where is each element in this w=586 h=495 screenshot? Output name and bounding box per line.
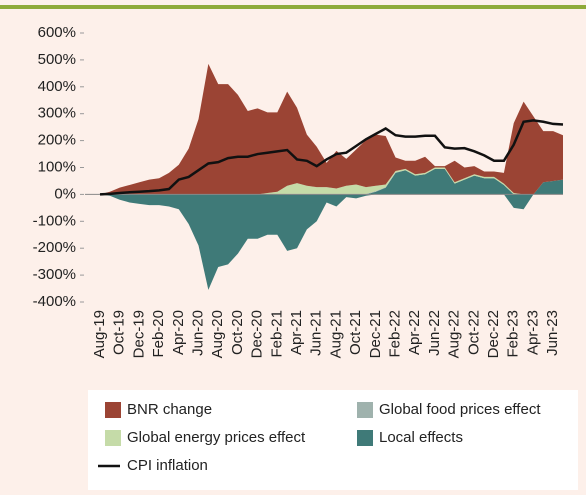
x-tick-label: Aug-22 bbox=[446, 310, 463, 358]
legend-swatch bbox=[357, 430, 373, 446]
top-bar bbox=[0, 5, 586, 9]
y-tick-label: 0% bbox=[54, 185, 76, 202]
x-tick-label: Feb-20 bbox=[150, 310, 167, 358]
x-tick-label: Dec-21 bbox=[367, 310, 384, 358]
legend-label: Global food prices effect bbox=[379, 401, 541, 418]
area bbox=[100, 167, 563, 195]
x-tick-label: Dec-19 bbox=[130, 310, 147, 358]
legend-swatch bbox=[357, 402, 373, 418]
x-tick-label: Feb-22 bbox=[387, 310, 404, 358]
x-tick-label: Jun-23 bbox=[544, 310, 561, 356]
legend-label: CPI inflation bbox=[127, 457, 208, 474]
x-tick-label: Aug-20 bbox=[209, 310, 226, 358]
y-tick-label: -300% bbox=[33, 266, 76, 283]
x-tick-label: Apr-22 bbox=[406, 310, 423, 355]
x-tick-label: Aug-19 bbox=[91, 310, 108, 358]
y-tick-label: 200% bbox=[38, 132, 76, 149]
y-tick-label: -200% bbox=[33, 239, 76, 256]
y-tick-label: 600% bbox=[38, 24, 76, 41]
legend-label: BNR change bbox=[127, 401, 212, 418]
x-tick-label: Oct-19 bbox=[111, 310, 128, 355]
cpi-line bbox=[99, 119, 564, 196]
x-tick-label: Feb-23 bbox=[505, 310, 522, 358]
x-tick-label: Jun-22 bbox=[426, 310, 443, 356]
y-tick-label: 400% bbox=[38, 78, 76, 95]
x-tick-label: Oct-21 bbox=[347, 310, 364, 355]
legend-swatch bbox=[105, 402, 121, 418]
y-tick-label: 300% bbox=[38, 105, 76, 122]
legend-box bbox=[88, 390, 578, 490]
x-tick-label: Feb-21 bbox=[268, 310, 285, 358]
x-tick-label: Dec-20 bbox=[249, 310, 266, 358]
x-tick-label: Dec-22 bbox=[485, 310, 502, 358]
y-tick-label: 500% bbox=[38, 51, 76, 68]
x-tick-label: Oct-20 bbox=[229, 310, 246, 355]
legend-swatch bbox=[105, 430, 121, 446]
x-tick-label: Jun-21 bbox=[308, 310, 325, 356]
y-tick-label: 100% bbox=[38, 158, 76, 175]
x-tick-label: Jun-20 bbox=[189, 310, 206, 356]
area bbox=[100, 168, 563, 290]
x-tick-label: Oct-22 bbox=[465, 310, 482, 355]
y-tick-label: -400% bbox=[33, 293, 76, 310]
legend-label: Local effects bbox=[379, 429, 463, 446]
legend-label: Global energy prices effect bbox=[127, 429, 306, 446]
x-tick-label: Apr-23 bbox=[524, 310, 541, 355]
y-tick-label: -100% bbox=[33, 212, 76, 229]
x-tick-label: Apr-20 bbox=[170, 310, 187, 355]
x-tick-label: Aug-21 bbox=[327, 310, 344, 358]
x-tick-label: Apr-21 bbox=[288, 310, 305, 355]
